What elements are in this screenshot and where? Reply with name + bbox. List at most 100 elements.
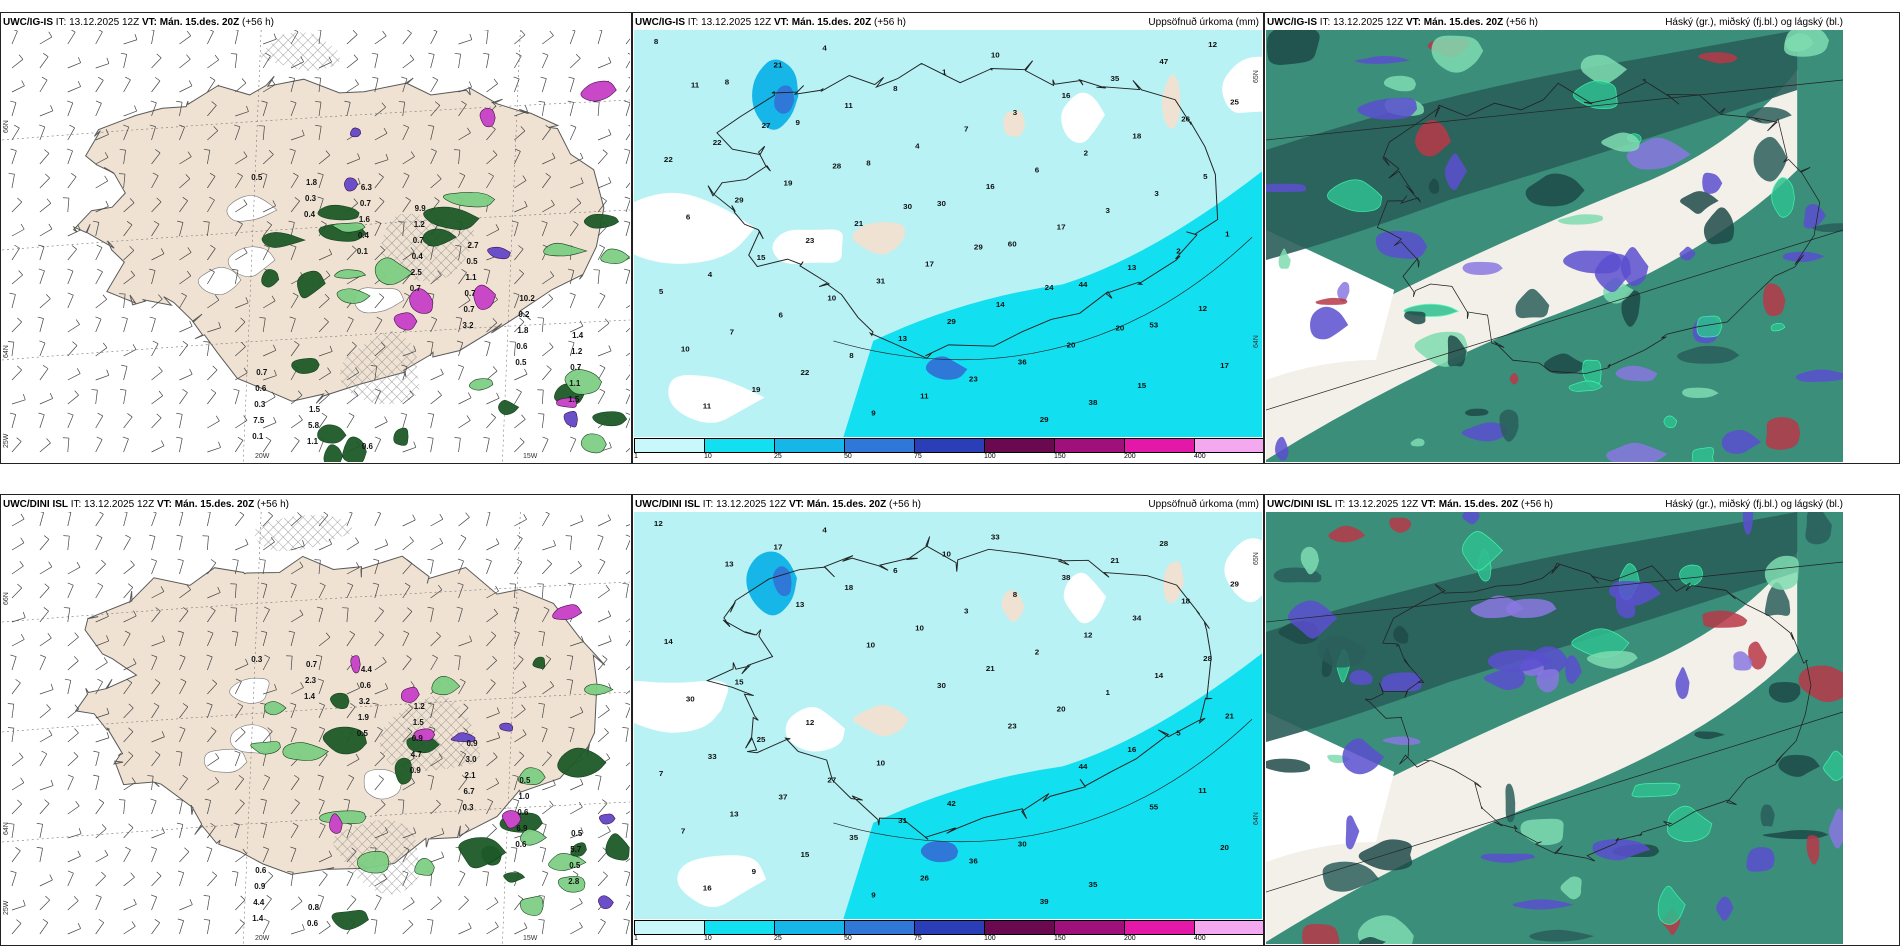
- precip-value: 11: [920, 392, 929, 401]
- colorbar-label: 75: [914, 453, 922, 460]
- precip-value: 0.5: [357, 729, 369, 738]
- precip-value: 18: [844, 583, 854, 592]
- precip-value: 3: [1013, 108, 1018, 117]
- colorbar-swatch: [984, 438, 1055, 453]
- precip-value: 7.5: [253, 416, 265, 425]
- precip-value: 0.3: [305, 194, 317, 203]
- colorbar-label: 25: [774, 935, 782, 942]
- precip-value: 5.7: [570, 845, 582, 854]
- precip-value: 0.4: [358, 231, 370, 240]
- precip-value: 1.8: [517, 326, 529, 335]
- precip-value: 4: [822, 44, 827, 53]
- precip-value: 14: [996, 300, 1006, 309]
- precip-value: 47: [1159, 57, 1168, 66]
- precip-value: 23: [805, 236, 815, 245]
- precip-value: 1.1: [307, 437, 319, 446]
- lat-label: 25W: [3, 433, 10, 448]
- colorbar-label: 75: [914, 935, 922, 942]
- precip-value: 2.7: [468, 241, 480, 250]
- precip-value: 0.6: [515, 840, 527, 849]
- precip-value: 28: [1159, 539, 1169, 548]
- precip-value: 29: [947, 317, 957, 326]
- lead-time: (+56 h): [1521, 499, 1553, 510]
- precip-value: 13: [898, 334, 908, 343]
- colorbar-swatch: [1124, 438, 1195, 453]
- precip-value: 11: [844, 101, 853, 110]
- init-time: IT: 13.12.2025 12Z: [702, 499, 787, 510]
- precip-values: 0.3 1.4 0.5 0.9 0.3 0.6 2.8 1.4 2.3 1.9 4.7 6.7 6.9 0…: [251, 655, 583, 928]
- precip-value: 5: [1176, 728, 1181, 737]
- precip-value: 3.0: [466, 755, 478, 764]
- precip-value: 10: [681, 344, 690, 353]
- precip-value: 0.9: [412, 734, 424, 743]
- colorbar-swatch: [984, 920, 1055, 935]
- precip-value: 17: [1057, 223, 1066, 232]
- precip-value: 21: [774, 61, 784, 70]
- precip-value: 2.5: [411, 268, 423, 277]
- precip-value: 16: [1062, 91, 1072, 100]
- precip-value: 1: [1105, 688, 1110, 697]
- colorbar-label: 25: [774, 453, 782, 460]
- wind-map: 0.5 0.4 0.1 0.7 3.2 0.5 1.5 0.1 0.3 0.4 2.5 0.7 0.6 1…: [2, 30, 630, 462]
- coastline: [1364, 562, 1812, 862]
- precip-value: 1.0: [518, 792, 530, 801]
- lead-time: (+56 h): [874, 17, 906, 28]
- colorbar-label: 50: [844, 935, 852, 942]
- lat-label: 64N: [1253, 335, 1260, 348]
- precip-value: 17: [774, 543, 783, 552]
- precip-value: 53: [1149, 321, 1159, 330]
- colorbar-swatch: [634, 920, 705, 935]
- precip-map: 12 13 13 10 30 23 44 55 20 16 17 18 10 21 20 16 11 7 9 4 6 3 2…: [634, 512, 1262, 919]
- colorbar-swatch: [704, 438, 775, 453]
- precip-value: 0.3: [254, 400, 266, 409]
- precip-value: 9: [752, 867, 757, 876]
- coastline: [1376, 78, 1821, 375]
- precip-value: 18: [1132, 132, 1142, 141]
- precip-value: 13: [730, 810, 740, 819]
- lead-time: (+56 h): [242, 17, 274, 28]
- precip-values: 1213131030234455201617181021201611794632…: [654, 519, 1240, 906]
- precip-value: 20: [1057, 705, 1066, 714]
- precip-value: 29: [974, 243, 984, 252]
- panel-precip-dini: UWC/DINI ISL IT: 13.12.2025 12Z VT: Mán.…: [632, 494, 1264, 946]
- lead-time: (+56 h): [1506, 17, 1538, 28]
- colorbar-swatch: [634, 438, 705, 453]
- precip-value: 25: [757, 735, 767, 744]
- panel-header: UWC/DINI ISL IT: 13.12.2025 12Z VT: Mán.…: [3, 499, 627, 511]
- precip-value: 0.1: [252, 432, 264, 441]
- wind-barbs: [7, 512, 630, 935]
- precip-shading: [261, 80, 630, 462]
- valid-time: VT: Mán. 15.des. 20Z: [141, 17, 240, 28]
- precip-value: 5: [659, 287, 664, 296]
- colorbar-label: 200: [1124, 453, 1136, 460]
- precip-value: 22: [664, 155, 673, 164]
- precip-value: 44: [1079, 762, 1089, 771]
- precip-value: 3.2: [359, 697, 371, 706]
- precip-value: 6: [686, 213, 691, 222]
- precip-value: 12: [654, 519, 663, 528]
- precip-value: 16: [703, 884, 713, 893]
- precip-value: 22: [800, 368, 809, 377]
- precip-value: 21: [986, 664, 996, 673]
- precip-value: 13: [795, 600, 805, 609]
- precip-value: 1.2: [414, 702, 426, 711]
- precip-value: 2.8: [568, 877, 580, 886]
- precip-value: 8: [725, 78, 730, 87]
- dry-areas: [634, 56, 1262, 423]
- precip-value: 0.6: [517, 808, 529, 817]
- precip-value: 37: [779, 793, 788, 802]
- precip-value: 4.4: [253, 898, 265, 907]
- init-time: IT: 13.12.2025 12Z: [1319, 17, 1404, 28]
- precip-value: 30: [903, 202, 912, 211]
- colorbar-swatch: [774, 438, 845, 453]
- precip-value: 11: [703, 402, 712, 411]
- precip-value: 5: [1203, 172, 1208, 181]
- wind-map: 0.3 1.4 0.5 0.9 0.3 0.6 2.8 1.4 2.3 1.9 4.7 6.7 6.9 0…: [2, 512, 630, 944]
- precip-value: 8: [1013, 590, 1018, 599]
- precip-value: 3: [1154, 189, 1159, 198]
- precip-value: 0.7: [410, 284, 422, 293]
- lat-label: 25W: [3, 900, 10, 915]
- precip-value: 26: [1181, 115, 1191, 124]
- precip-value: 27: [762, 121, 771, 130]
- precip-value: 21: [1225, 712, 1235, 721]
